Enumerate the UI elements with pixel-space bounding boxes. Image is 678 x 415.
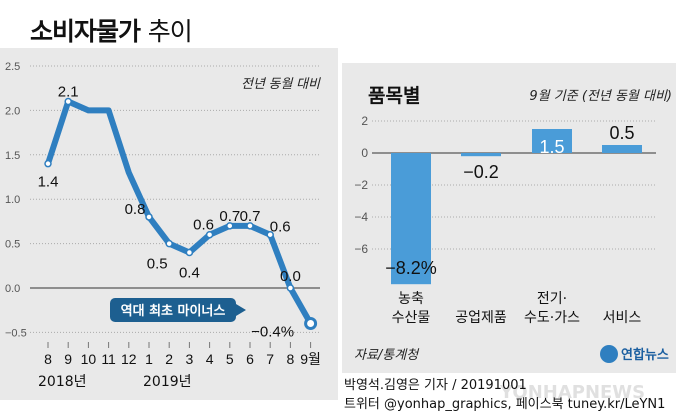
credit-line-2: 트위터 @yonhap_graphics, 페이스북 tuney.kr/LeYN… [344,397,666,412]
y-tick-label: −4 [354,210,368,224]
data-label: 0.6 [270,219,291,236]
data-label: −0.4% [251,324,294,341]
credit-line-1: 박영석.김영은 기자 / 20191001 [344,378,527,393]
y-tick-label: 0.5 [5,239,20,251]
bar-title: 품목별 [368,85,420,107]
annotation-box [110,298,236,322]
year-label: 2019년 [143,374,192,390]
bar [461,153,501,157]
data-point [304,317,318,331]
title-bold: 소비자물가 [30,17,141,46]
y-tick-label: 2.0 [5,105,20,117]
x-tick-label: 8 [287,351,295,367]
bar-value-label: −8.2% [385,258,437,278]
category-label: 수도·가스 [524,310,580,326]
data-point [226,222,234,230]
watermark: YONHAPNEWS [499,382,645,403]
y-tick-label: 0.0 [5,283,20,295]
data-label: 0.7 [219,208,240,225]
data-point [64,97,72,106]
data-point [205,230,214,239]
y-tick-label: 1.0 [5,194,20,206]
bar-value-label: 1.5 [539,137,564,157]
bar-subtitle: 9월 기준 (전년 동월 대비) [529,89,672,104]
bar-value-label: −0.2 [463,162,499,182]
data-label: 0.8 [125,201,146,218]
bar-value-label: 0.5 [609,123,634,143]
category-label: 공업제품 [455,310,507,326]
x-tick-label: 9월 [300,351,321,367]
category-label: 수산물 [392,310,431,326]
x-tick-label: 8 [44,351,52,367]
logo-text: 연합뉴스 [621,347,669,363]
x-tick-label: 11 [101,351,116,367]
data-point [165,239,173,248]
y-tick-label: −0.5 [5,327,27,339]
y-tick-label: 0 [361,146,368,160]
data-label: 0.7 [240,208,261,225]
x-tick-label: 3 [186,351,194,367]
year-label: 2018년 [38,374,87,390]
x-tick-label: 9 [64,351,72,367]
data-label: 1.4 [38,174,59,191]
x-tick-label: 12 [121,351,137,367]
line-chart-panel [0,48,338,400]
data-label: 2.1 [58,84,79,101]
data-point [286,284,295,292]
bar [391,153,431,285]
yonhap-logo-icon [600,345,618,363]
data-point [145,213,153,221]
line-subtitle: 전년 동월 대비 [241,76,321,91]
data-label: 0.4 [179,264,200,281]
x-tick-label: 6 [246,351,254,367]
x-tick-label: 5 [226,351,234,367]
page-title: 소비자물가 추이 [30,12,193,48]
data-label: 0.6 [193,217,214,234]
category-label: 농축 [398,291,424,307]
x-tick-label: 4 [206,351,214,367]
cpi-line [45,98,314,326]
y-tick-label: −6 [354,242,368,256]
data-point [246,222,254,230]
bar [602,145,642,153]
y-tick-label: 1.5 [5,150,20,162]
y-tick-label: −2 [354,178,368,192]
x-tick-label: 2 [165,351,173,367]
data-label: 0.5 [147,256,168,273]
title-light: 추이 [147,17,193,46]
source: 자료/통계청 [354,348,420,363]
x-tick-label: 10 [81,351,97,367]
data-point [185,248,194,257]
category-label: 서비스 [603,310,642,326]
data-point [44,159,52,168]
data-label: 0.0 [280,268,301,285]
y-tick-label: 2.5 [5,61,20,73]
y-tick-label: 2 [361,114,368,128]
annotation-pointer [236,304,246,316]
x-tick-label: 1 [145,351,153,367]
annotation-text: 역대 최초 마이너스 [121,303,226,319]
bar [532,129,572,153]
data-point [266,230,274,239]
category-label: 전기· [537,291,567,307]
x-tick-label: 7 [266,351,274,367]
